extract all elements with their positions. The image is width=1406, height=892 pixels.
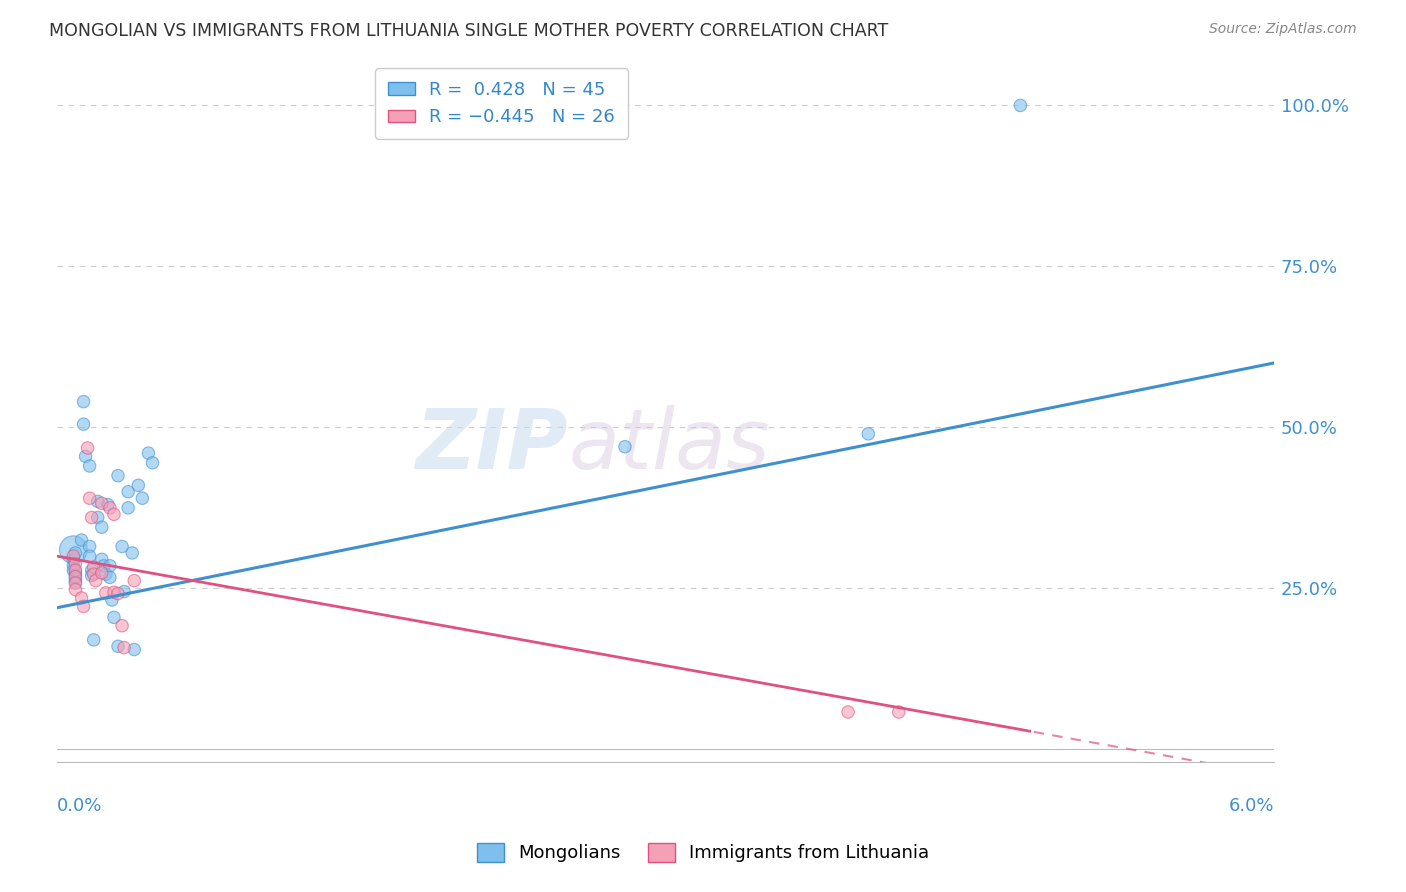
Point (127, 478, 149, 492)
Point (141, 456, 163, 470)
Point (111, 618, 134, 632)
Legend: Mongolians, Immigrants from Lithuania: Mongolians, Immigrants from Lithuania (470, 836, 936, 870)
Point (90, 496, 112, 510)
Point (79, 458, 101, 473)
Point (62, 542, 84, 557)
Point (98, 558, 121, 573)
Point (76, 441, 98, 455)
Point (103, 508, 125, 522)
Point (858, 426, 880, 441)
Point (111, 540, 134, 554)
Point (75, 450, 97, 464)
Point (103, 585, 125, 599)
Point (90, 520, 112, 534)
Point (65, 546, 87, 560)
Point (65, 576, 87, 591)
Point (90, 566, 112, 580)
Point (93, 558, 115, 573)
Point (107, 586, 129, 600)
Point (94, 567, 117, 582)
Point (112, 584, 135, 599)
Point (80, 563, 103, 577)
Legend: R =  0.428   N = 45, R = −0.445   N = 26: R = 0.428 N = 45, R = −0.445 N = 26 (375, 69, 627, 139)
Point (87, 494, 110, 508)
Text: ZIP: ZIP (416, 405, 568, 486)
Point (65, 570, 87, 584)
Point (80, 510, 103, 524)
Point (72, 394, 94, 409)
Point (97, 498, 120, 512)
Point (887, 705, 910, 719)
Point (98, 500, 121, 515)
Point (83, 560, 105, 574)
Point (103, 610, 125, 624)
Point (98, 570, 121, 584)
Point (83, 632, 105, 647)
Point (122, 574, 145, 588)
Point (65, 563, 87, 577)
Point (837, 705, 859, 719)
Point (107, 468, 129, 483)
Point (117, 500, 139, 515)
Text: 6.0%: 6.0% (1229, 797, 1274, 814)
Point (70, 533, 93, 547)
Point (83, 567, 105, 582)
Point (117, 484, 139, 499)
Point (1010, 98, 1032, 112)
Point (62, 549, 84, 564)
Point (65, 566, 87, 580)
Point (138, 446, 160, 460)
Point (65, 574, 87, 589)
Point (87, 510, 110, 524)
Text: 0.0%: 0.0% (58, 797, 103, 814)
Point (72, 417, 94, 432)
Point (65, 568, 87, 582)
Point (90, 552, 112, 566)
Point (70, 591, 93, 605)
Point (79, 540, 101, 554)
Point (72, 599, 94, 614)
Point (101, 593, 124, 607)
Text: atlas: atlas (568, 405, 770, 486)
Point (79, 491, 101, 506)
Point (112, 640, 135, 655)
Point (122, 642, 145, 657)
Point (79, 549, 101, 564)
Point (62, 552, 84, 566)
Point (614, 440, 637, 454)
Point (65, 582, 87, 597)
Point (65, 572, 87, 586)
Point (107, 640, 129, 654)
Point (65, 557, 87, 571)
Text: Source: ZipAtlas.com: Source: ZipAtlas.com (1209, 22, 1357, 37)
Point (80, 568, 103, 582)
Point (84, 574, 107, 588)
Point (62, 563, 84, 577)
Point (62, 558, 84, 573)
Point (94, 586, 117, 600)
Point (131, 491, 153, 506)
Text: MONGOLIAN VS IMMIGRANTS FROM LITHUANIA SINGLE MOTHER POVERTY CORRELATION CHART: MONGOLIAN VS IMMIGRANTS FROM LITHUANIA S… (49, 22, 889, 40)
Point (121, 546, 143, 560)
